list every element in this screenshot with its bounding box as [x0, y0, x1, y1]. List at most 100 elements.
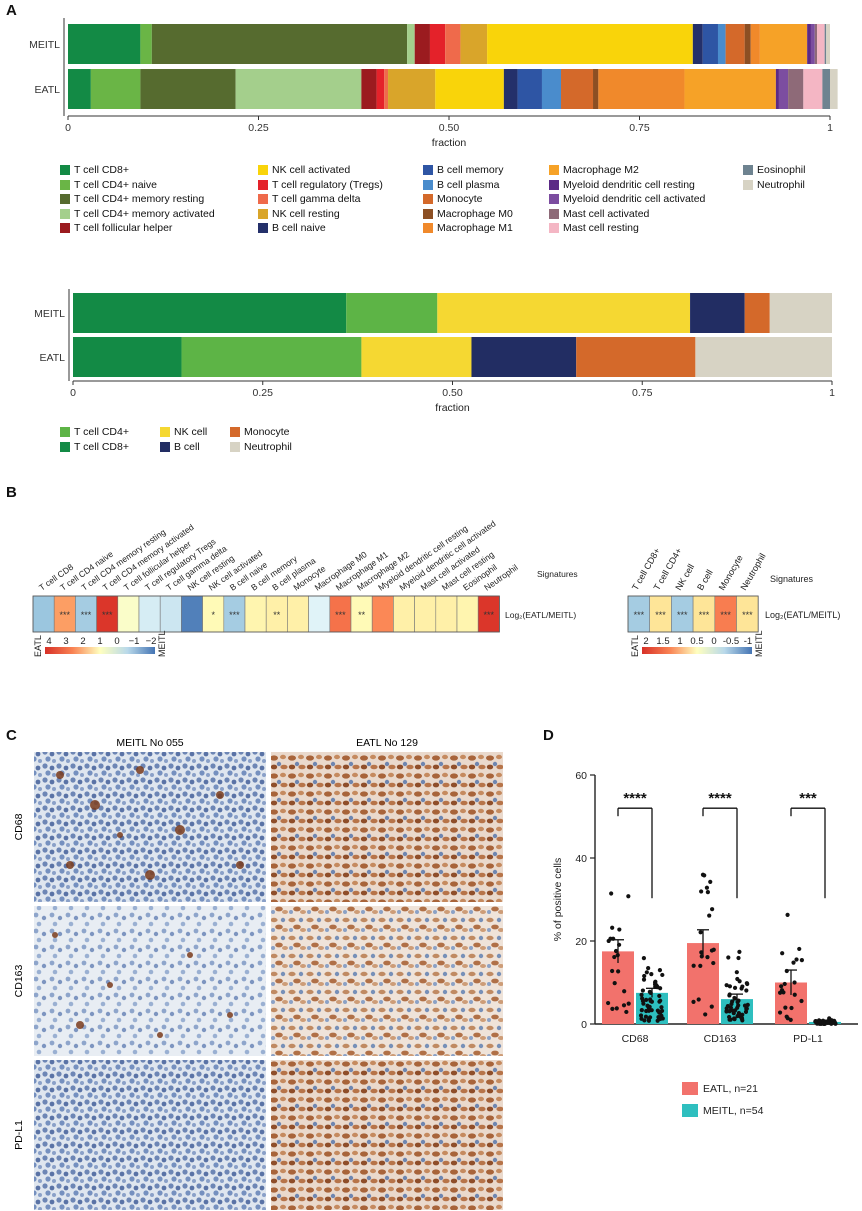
data-point — [698, 963, 703, 968]
x-tick-label: 0.50 — [442, 387, 463, 399]
heat-significance: *** — [699, 610, 710, 620]
heat-significance: *** — [335, 610, 346, 620]
legend-item-macrophage-m0: Macrophage M0 — [423, 207, 513, 221]
data-point — [699, 889, 704, 894]
legend-label: B cell — [174, 441, 200, 453]
legend-swatch — [549, 194, 559, 204]
legend-swatch — [423, 208, 433, 219]
data-point — [727, 1014, 732, 1020]
bar-eatl-b-cell-plasma — [541, 69, 562, 109]
bar-eatl-myeloid-dendritic-cell-resting — [775, 69, 779, 109]
legend-swatch — [60, 165, 70, 175]
bar-meitl-nk-cell-activated — [487, 24, 693, 64]
heat-cell-mast-cell-activated — [414, 595, 437, 633]
heat-row-label: Log₂(EATL/MEITL) — [505, 610, 576, 620]
bar-eatl-monocyte — [576, 337, 696, 377]
legend-swatch — [423, 165, 433, 175]
data-point — [615, 953, 620, 958]
legend-swatch — [160, 442, 170, 452]
data-point — [784, 1014, 789, 1019]
colorbar-low-label: EATL — [630, 635, 640, 657]
x-tick-label: 0 — [70, 387, 76, 399]
colorbar-tick-label: 0 — [711, 636, 716, 647]
data-point — [699, 950, 704, 955]
legend-label: EATL, n=21 — [703, 1083, 758, 1095]
data-point — [610, 968, 615, 974]
micrograph-meitl-pdl1 — [34, 1060, 266, 1210]
data-point — [616, 969, 621, 974]
heatmap-detailed: T cell CD8***T cell CD4 naive***T cell C… — [32, 518, 578, 657]
data-point — [610, 1006, 615, 1011]
bar-eatl-b-cell-naive — [503, 69, 518, 109]
legend-item-t-cell-follicular-helper: T cell follicular helper — [60, 221, 172, 235]
bar-eatl-macrophage-m1 — [598, 69, 685, 109]
legend-label: NK cell resting — [272, 207, 340, 220]
bar-eatl-myeloid-dendritic-cell-activated — [778, 69, 789, 109]
x-tick-label: 1 — [827, 122, 833, 134]
heat-significance: *** — [655, 610, 666, 620]
data-point — [640, 988, 645, 993]
legend-label: Monocyte — [244, 426, 290, 438]
legend-item-nk-cell: NK cell — [160, 425, 207, 439]
bar-eatl-nk-cell-resting — [388, 69, 436, 109]
legend-swatch — [230, 427, 240, 437]
legend-item-t-cell-cd4: T cell CD4+ — [60, 425, 129, 439]
data-point — [711, 947, 716, 952]
data-point — [788, 1017, 793, 1022]
bar-meitl-b-cell-memory — [702, 24, 718, 64]
micro-col-title-eatl: EATL No 129 — [356, 737, 418, 749]
data-point — [736, 955, 741, 961]
data-point — [617, 942, 622, 947]
data-point — [658, 1016, 663, 1021]
legend-item-mast-cell-activated: Mast cell activated — [549, 207, 649, 221]
bar-meitl-macrophage-m1 — [750, 24, 760, 64]
data-point — [641, 955, 647, 961]
legend-label: MEITL, n=54 — [703, 1105, 764, 1117]
data-point — [645, 1003, 650, 1008]
legend-label: Myeloid dendritic cell resting — [563, 178, 695, 191]
data-point — [732, 985, 738, 990]
legend-summary: T cell CD4+ T cell CD8+ NK cell B cell Monoc… — [60, 425, 460, 457]
x-tick-label: 1 — [829, 387, 835, 399]
data-point — [794, 957, 799, 962]
legend-swatch — [258, 179, 268, 190]
data-point — [785, 912, 790, 917]
bar-meitl-monocyte — [744, 293, 770, 333]
heat-significance: ** — [273, 610, 281, 620]
data-point — [691, 999, 696, 1005]
legend-swatch — [549, 223, 559, 233]
heat-border — [627, 595, 759, 633]
legend-label: NK cell activated — [272, 164, 351, 176]
legend-swatch — [258, 165, 268, 175]
data-point — [789, 1005, 794, 1011]
legend-item-myeloid-dendritic-cell-activated: Myeloid dendritic cell activated — [549, 192, 705, 206]
data-point — [612, 981, 617, 986]
bar-eatl-t-cell-gamma-delta — [384, 69, 389, 109]
bar-eatl-t-cell-regulatory-tregs — [376, 69, 385, 109]
data-point — [707, 913, 712, 918]
legend-label: T cell CD4+ memory activated — [74, 207, 215, 220]
data-point — [739, 1016, 744, 1021]
data-point — [646, 1008, 652, 1013]
legend-item-t-cell-cd8: T cell CD8+ — [60, 440, 129, 454]
data-point — [611, 936, 616, 941]
data-point — [726, 955, 731, 960]
legend-item-t-cell-cd4-memory-resting: T cell CD4+ memory resting — [60, 192, 204, 206]
colorbar-tick-label: 2 — [80, 636, 85, 647]
bar-eatl-b-cell-memory — [517, 69, 542, 109]
legend-swatch-eatl-n-21 — [682, 1082, 698, 1095]
bar-eatl-eosinophil — [822, 69, 830, 109]
data-point — [646, 966, 651, 971]
data-point — [624, 1009, 629, 1015]
data-point — [784, 968, 789, 974]
legend-label: T cell gamma delta — [272, 193, 361, 205]
data-point — [727, 992, 732, 997]
data-point — [644, 970, 649, 975]
heat-cell-t-cell-regulatory-tregs — [138, 595, 161, 633]
bar-eatl-nk-cell — [361, 337, 472, 377]
heat-row-label: Log₂(EATL/MEITL) — [765, 610, 840, 620]
data-point — [777, 990, 783, 995]
data-point — [711, 960, 716, 966]
data-point — [734, 970, 739, 975]
bar-eatl-t-cell-cd4 — [181, 337, 362, 377]
